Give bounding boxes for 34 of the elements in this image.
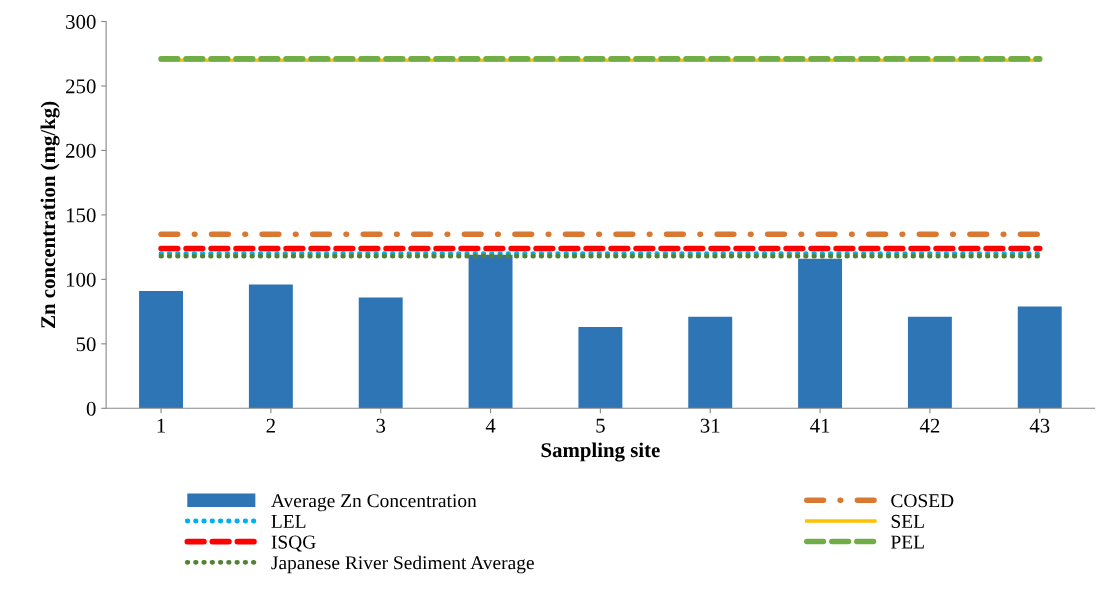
y-tick-label: 50 [76,337,96,352]
x-tick-label: 5 [596,418,605,433]
bar [907,316,952,409]
bar [688,316,733,409]
x-axis-title: Sampling site [541,442,660,462]
x-tick-label: 1 [157,418,165,433]
x-tick-label: 3 [376,418,386,433]
y-tick-label: 200 [66,143,96,158]
y-axis-title: Zn concentration (mg/kg) [40,101,60,328]
x-tick-label: 31 [700,418,720,433]
bar [1017,306,1062,409]
x-tick-label: 41 [810,418,830,433]
bar [358,297,403,409]
bar [248,284,293,409]
x-tick-label: 43 [1029,418,1050,433]
x-tick-label: 42 [919,418,940,433]
legend-label: LEL [271,515,306,528]
bar [468,254,513,409]
legend-label: COSED [891,494,954,508]
legend-label: Japanese River Sediment Average [271,555,534,574]
x-tick-label: 2 [266,418,275,433]
bar [139,290,183,409]
bar [578,327,623,409]
y-tick-label: 250 [66,79,96,94]
y-tick-label: 0 [86,401,96,416]
legend-label: Average Zn Concentration [271,494,477,512]
bar [798,258,843,409]
y-tick-label: 100 [66,272,96,287]
y-tick-label: 150 [66,208,96,223]
legend-label: ISQG [271,535,316,552]
y-tick-label: 300 [66,14,96,29]
legend-label: PEL [890,535,924,549]
x-tick-label: 4 [485,418,496,433]
legend-label: SEL [891,514,924,528]
